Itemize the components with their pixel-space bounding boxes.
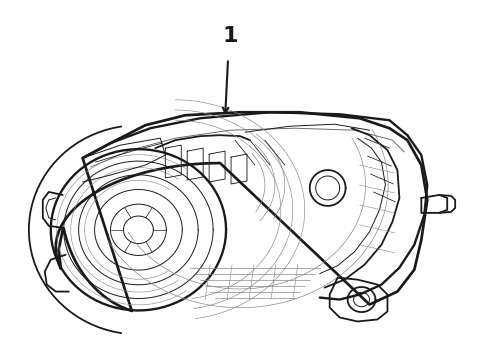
Text: 1: 1 [222, 26, 238, 46]
